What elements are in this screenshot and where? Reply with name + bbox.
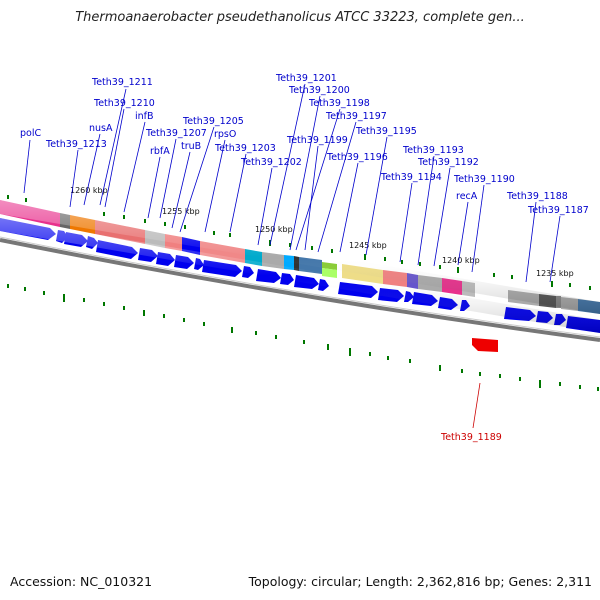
gene-label: Teth39_1207: [145, 128, 207, 139]
scale-tick-label: 1250 kbp: [255, 225, 293, 234]
gene-label: rbfA: [150, 146, 170, 157]
gene-label: rpsO: [214, 129, 236, 140]
gene-label: Teth39_1213: [45, 139, 107, 150]
gene-label: Teth39_1203: [214, 143, 276, 154]
gene-label: infB: [135, 111, 154, 122]
gene-label: Teth39_1195: [355, 126, 417, 137]
backbone: [0, 238, 600, 342]
gene-label: truB: [181, 141, 201, 152]
gene-label: Teth39_1198: [308, 98, 370, 109]
label-leader: [472, 382, 481, 429]
gene-label: polC: [20, 128, 41, 139]
gene-label: Teth39_1187: [527, 205, 589, 216]
gene-label: Teth39_1196: [326, 152, 388, 163]
scale-tick-label: 1240 kbp: [442, 256, 480, 265]
scale-tick-label: 1255 kbp: [162, 207, 200, 216]
gene-label: nusA: [89, 123, 113, 134]
gene-labels[interactable]: Teth39_1211 Teth39_1210 nusA infB polC T…: [20, 73, 589, 443]
gc-content-track: [7, 195, 599, 391]
forward-genes[interactable]: [0, 218, 600, 333]
gene-label: recA: [456, 191, 478, 202]
gene-label: Teth39_1192: [417, 157, 479, 168]
gene-label: Teth39_1200: [288, 85, 350, 96]
gene-label: Teth39_1189: [440, 432, 502, 443]
gene-label: Teth39_1188: [506, 191, 568, 202]
gene-label: Teth39_1193: [402, 145, 464, 156]
accession-text: Accession: NC_010321: [10, 574, 153, 589]
scale-tick-label: 1235 kbp: [536, 269, 574, 278]
gene-label: Teth39_1202: [240, 157, 302, 168]
gene-label: Teth39_1205: [182, 116, 244, 127]
reverse-gene-arrow[interactable]: [472, 338, 498, 352]
label-leaders: [23, 83, 561, 283]
map-title: Thermoanaerobacter pseudethanolicus ATCC…: [75, 10, 525, 25]
gene-label: Teth39_1211: [91, 77, 153, 88]
gene-label: Teth39_1194: [380, 172, 442, 183]
cog-band: [0, 200, 600, 314]
gene-label: Teth39_1197: [325, 111, 387, 122]
gene-label: Teth39_1190: [453, 174, 515, 185]
scale-tick-label: 1260 kbp: [70, 186, 108, 195]
genome-summary-text: Topology: circular; Length: 2,362,816 bp…: [248, 574, 592, 589]
gene-label: Teth39_1210: [93, 98, 155, 109]
gene-label: Teth39_1199: [286, 135, 348, 146]
gene-label: Teth39_1201: [275, 73, 337, 84]
